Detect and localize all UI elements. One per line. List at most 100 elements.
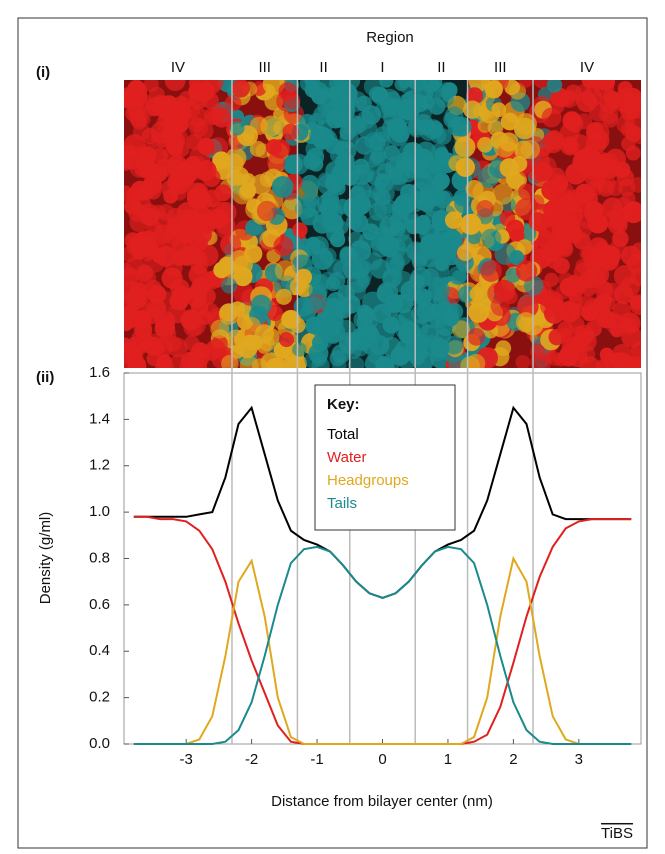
atom: [308, 81, 329, 102]
legend-entry: Total: [327, 426, 359, 443]
region-label: II: [437, 59, 445, 76]
atom: [343, 199, 361, 217]
atom: [457, 285, 475, 303]
atom: [312, 335, 327, 350]
atom: [243, 244, 263, 264]
atom: [321, 190, 340, 209]
atom: [477, 166, 500, 188]
x-tick-label: 3: [575, 751, 583, 768]
atom: [590, 160, 610, 179]
y-tick-label: 1.2: [89, 457, 110, 474]
atom: [515, 355, 531, 368]
y-axis-label: Density (g/ml): [37, 512, 54, 605]
atom: [433, 238, 453, 257]
atom: [460, 356, 481, 368]
atom: [398, 326, 416, 344]
atom: [400, 183, 418, 202]
atom: [256, 200, 278, 222]
atom: [221, 277, 238, 294]
atom: [161, 267, 183, 289]
x-tick-label: -3: [179, 751, 192, 768]
atom: [210, 319, 230, 339]
atom: [250, 294, 272, 316]
atom: [588, 237, 609, 258]
atom: [453, 189, 471, 206]
atom: [176, 202, 198, 223]
atom: [347, 356, 365, 368]
x-tick-label: -2: [245, 751, 258, 768]
atom: [430, 127, 447, 144]
atom: [304, 351, 322, 368]
atom: [550, 175, 568, 193]
atom: [278, 82, 298, 102]
atom: [249, 140, 266, 157]
atom: [463, 100, 482, 119]
atom: [468, 301, 490, 323]
atom: [560, 90, 579, 109]
atom: [408, 348, 426, 366]
atom: [355, 95, 372, 112]
atom: [575, 258, 590, 274]
atom: [188, 283, 207, 302]
atom: [622, 201, 641, 224]
atom: [529, 194, 545, 210]
atom: [305, 296, 322, 314]
atom: [167, 172, 186, 192]
atom: [619, 101, 640, 121]
atom: [157, 203, 175, 221]
atom: [270, 139, 290, 159]
atom: [316, 318, 336, 338]
atom: [280, 356, 302, 368]
atom: [329, 146, 347, 164]
region-label: IV: [171, 59, 185, 76]
atom: [451, 116, 472, 137]
atom: [319, 297, 334, 312]
atom: [480, 260, 502, 282]
atom: [271, 175, 294, 198]
atom: [165, 336, 182, 352]
atom: [484, 80, 503, 99]
atom: [154, 318, 176, 339]
atom: [631, 127, 641, 145]
atom: [180, 310, 201, 331]
atom: [134, 310, 151, 327]
atom: [391, 270, 414, 293]
atom: [229, 120, 245, 136]
atom: [195, 159, 217, 182]
atom: [213, 261, 230, 279]
atom: [509, 250, 525, 266]
atom: [530, 343, 546, 360]
atom: [188, 234, 207, 253]
atom: [630, 177, 641, 193]
atom: [454, 136, 476, 158]
atom: [326, 224, 345, 243]
atom: [420, 95, 435, 110]
atom: [548, 328, 566, 346]
atom: [274, 260, 296, 282]
atom: [295, 198, 316, 219]
atom: [135, 322, 153, 340]
atom: [215, 201, 237, 224]
atom: [357, 322, 377, 342]
atom: [155, 357, 173, 368]
atom: [275, 288, 292, 305]
atom: [404, 288, 423, 307]
atom: [558, 346, 579, 367]
atom: [370, 149, 387, 166]
atom: [363, 80, 384, 97]
atom: [341, 80, 361, 90]
y-tick-label: 1.6: [89, 364, 110, 381]
y-tick-label: 1.4: [89, 410, 110, 427]
atom: [560, 194, 580, 215]
atom: [300, 174, 320, 194]
atom: [438, 81, 454, 97]
atom: [579, 356, 600, 368]
atom: [621, 326, 641, 348]
atom: [455, 157, 475, 177]
atom: [446, 302, 464, 321]
atom: [305, 140, 324, 159]
atom: [466, 87, 484, 105]
region-title: Region: [366, 29, 414, 46]
atom: [374, 174, 394, 194]
atom: [433, 190, 452, 209]
